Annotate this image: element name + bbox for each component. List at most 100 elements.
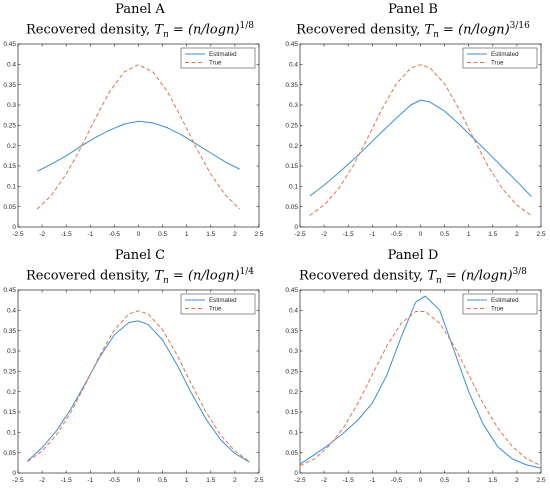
panel-a-y-tick-label: 0.25 [3, 123, 16, 130]
panel-a-y-tick-label: 0.05 [3, 204, 16, 211]
panel-c-x-tick-label: -2.5 [12, 477, 24, 484]
panel-a-legend-entry: True [209, 60, 222, 67]
panel-d-y-tick-label: 0.2 [289, 389, 298, 396]
panel-a-x-tick-label: 1 [185, 231, 189, 238]
panel-b-x-tick-label: 2.5 [536, 231, 545, 238]
panel-a-y-tick-label: 0.4 [7, 62, 16, 69]
panel-d-x-tick-label: 1 [467, 477, 471, 484]
panel-a-y-tick-label: 0.15 [3, 163, 16, 170]
panel-c-y-tick-label: 0.3 [7, 348, 16, 355]
panel-c-y-tick-label: 0.35 [3, 328, 16, 335]
panel-c-y-tick-label: 0.1 [7, 430, 16, 437]
panel-c-series-true [27, 310, 250, 463]
panel-a-subtitle: Recovered density, Tn = (n/logn)1/8 [26, 21, 254, 40]
panel-b-title: Panel B Recovered density, Tn = (n/logn)… [283, 2, 543, 43]
panel-a-label: Panel A [115, 2, 165, 17]
panel-c-y-tick-label: 0.2 [7, 389, 16, 396]
panel-b-x-tick-label: 2 [515, 231, 519, 238]
panel-d-x-tick-label: 0 [419, 477, 423, 484]
panel-b-x-tick-label: 0.5 [440, 231, 449, 238]
panel-d-y-tick-label: 0.45 [285, 287, 298, 294]
panel-c-series-estimated [27, 320, 250, 463]
panel-c-x-tick-label: -2 [39, 477, 45, 484]
panel-a-legend-entry: Estimated [209, 51, 237, 58]
panel-c-y-tick-label: 0.45 [3, 287, 16, 294]
panel-a-series-estimated [37, 120, 240, 172]
panel-c-x-tick-label: 2.5 [254, 477, 263, 484]
panel-d-series-estimated [299, 295, 542, 469]
panel-c-y-tick-label: 0.15 [3, 409, 16, 416]
panel-d-legend-entry: True [491, 306, 504, 313]
panel-d-x-tick-label: 2.5 [536, 477, 545, 484]
panel-c-x-tick-label: 0 [137, 477, 141, 484]
panel-a-axes-box [17, 43, 260, 228]
panel-d-y-tick-label: 0.4 [289, 308, 298, 315]
panel-c-y-tick-label: 0.25 [3, 369, 16, 376]
panel-b-x-tick-label: -2.5 [294, 231, 306, 238]
panel-d-y-tick-label: 0.05 [285, 450, 298, 457]
panel-b-y-tick-label: 0.15 [285, 163, 298, 170]
panel-b-y-tick-label: 0.05 [285, 204, 298, 211]
panel-c-legend-entry: True [209, 306, 222, 313]
panel-c-x-tick-label: -1 [87, 477, 93, 484]
panel-a-x-tick-label: -2.5 [12, 231, 24, 238]
panel-a-x-tick-label: 2 [233, 231, 237, 238]
panel-b-x-tick-label: 1 [467, 231, 471, 238]
panel-b-y-tick-label: 0.1 [289, 184, 298, 191]
panel-a-x-tick-label: -2 [39, 231, 45, 238]
panel-c-x-tick-label: 1.5 [206, 477, 215, 484]
panel-d-x-tick-label: -1 [369, 477, 375, 484]
panel-a-x-tick-label: 0 [137, 231, 141, 238]
panel-c-x-tick-label: 2 [233, 477, 237, 484]
panel-b-y-tick-label: 0.3 [289, 102, 298, 109]
panel-d-subtitle: Recovered density, Tn = (n/logn)3/8 [299, 267, 527, 286]
panel-c-x-tick-label: 0.5 [158, 477, 167, 484]
panel-c-axes-box [17, 289, 260, 474]
panel-a-x-tick-label: -0.5 [109, 231, 121, 238]
panel-b-y-tick-label: 0.45 [285, 41, 298, 48]
panel-b-series-estimated [309, 99, 532, 197]
panel-b-axes-box [299, 43, 542, 228]
panel-a-x-tick-label: -1 [87, 231, 93, 238]
panel-d-y-tick-label: 0.35 [285, 328, 298, 335]
panel-d-x-tick-label: -0.5 [391, 477, 403, 484]
panel-a-x-tick-label: 2.5 [254, 231, 263, 238]
panel-b-x-tick-label: 1.5 [488, 231, 497, 238]
panel-c-x-tick-label: -1.5 [61, 477, 73, 484]
panel-b-series-true [309, 64, 532, 217]
panel-b-legend-entry: Estimated [491, 51, 519, 58]
panel-b-label: Panel B [388, 2, 438, 17]
panel-d-x-tick-label: 0.5 [440, 477, 449, 484]
panel-a-y-tick-label: 0.3 [7, 102, 16, 109]
panel-b-legend-entry: True [491, 60, 504, 67]
panel-c-y-tick-label: 0.05 [3, 450, 16, 457]
panel-b-x-tick-label: 0 [419, 231, 423, 238]
panel-b-y-tick-label: 0.35 [285, 82, 298, 89]
panel-a-y-tick-label: 0.2 [7, 143, 16, 150]
panel-b-y-tick-label: 0.2 [289, 143, 298, 150]
panel-a-y-tick-label: 0.45 [3, 41, 16, 48]
panel-b-y-tick-label: 0.25 [285, 123, 298, 130]
panel-b-x-tick-label: -2 [321, 231, 327, 238]
panel-b-y-tick-label: 0 [294, 224, 298, 231]
panel-d-y-tick-label: 0 [294, 470, 298, 477]
panel-d-y-tick-label: 0.25 [285, 369, 298, 376]
panel-d-y-tick-label: 0.3 [289, 348, 298, 355]
panel-c-label: Panel C [114, 248, 166, 263]
panel-d-x-tick-label: -2 [321, 477, 327, 484]
panel-c-y-tick-label: 0.4 [7, 308, 16, 315]
panel-a-y-tick-label: 0.35 [3, 82, 16, 89]
panel-a-title: Panel A Recovered density, Tn = (n/logn)… [10, 2, 270, 43]
panel-c-subtitle: Recovered density, Tn = (n/logn)1/4 [26, 267, 254, 286]
panel-d-x-tick-label: -2.5 [294, 477, 306, 484]
panel-a-y-tick-label: 0 [12, 224, 16, 231]
panel-b-x-tick-label: -0.5 [391, 231, 403, 238]
panel-d-y-tick-label: 0.1 [289, 430, 298, 437]
panel-d-legend-entry: Estimated [491, 297, 519, 304]
panel-d-x-tick-label: 2 [515, 477, 519, 484]
panel-c-legend-entry: Estimated [209, 297, 237, 304]
panel-d-y-tick-label: 0.15 [285, 409, 298, 416]
panel-a-x-tick-label: 0.5 [158, 231, 167, 238]
panel-d-title: Panel D Recovered density, Tn = (n/logn)… [283, 248, 543, 289]
